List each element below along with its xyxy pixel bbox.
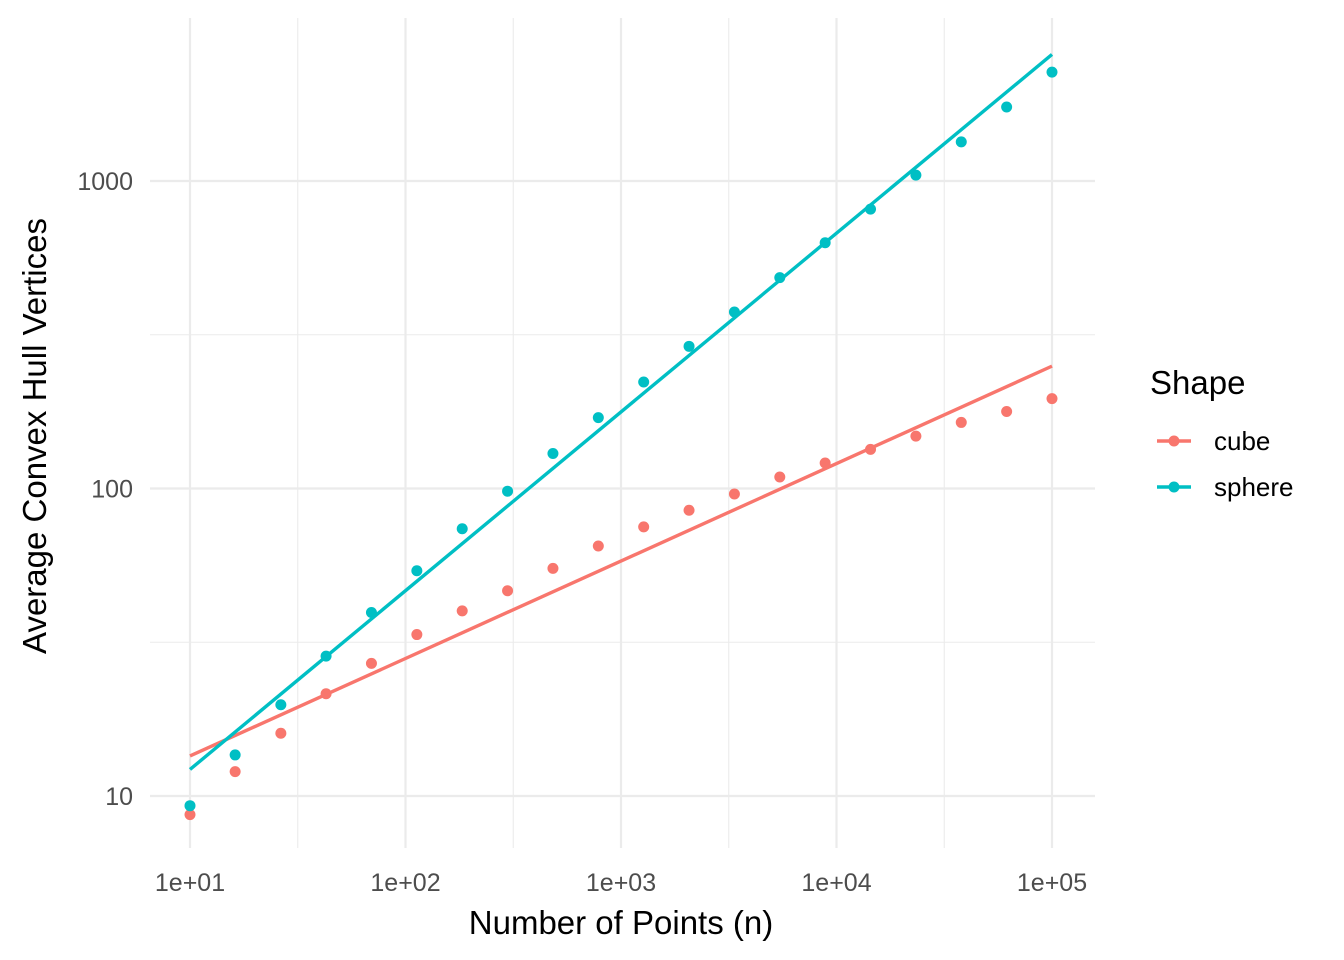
point-sphere [638,376,650,388]
point-cube [592,540,604,552]
y-tick-label: 100 [91,476,133,504]
point-sphere [547,447,559,459]
point-sphere [955,136,967,148]
legend: Shape cube sphere [1150,364,1294,502]
point-cube [320,688,332,700]
point-cube [819,457,831,469]
legend-key-point-sphere [1168,481,1180,493]
point-cube [547,562,559,574]
legend-key-point-cube [1168,435,1180,447]
fit-line-cube [189,364,1053,758]
point-sphere [411,565,423,577]
point-sphere [320,650,332,662]
x-tick-label: 1e+04 [801,869,871,897]
y-axis-ticks: 10 100 1000 [77,168,133,811]
point-cube [1046,393,1058,405]
x-axis-ticks: 1e+01 1e+02 1e+03 1e+04 1e+05 [155,869,1087,897]
point-cube [229,766,241,778]
point-cube [184,809,196,821]
fit-line-sphere [188,53,1054,771]
point-sphere [728,306,740,318]
data-points [184,66,1058,821]
x-tick-label: 1e+05 [1017,869,1087,897]
point-sphere [456,523,468,535]
point-sphere [819,237,831,249]
legend-title: Shape [1150,364,1245,401]
point-cube [638,521,650,533]
grid-lines [150,18,1095,848]
point-sphere [1046,66,1058,78]
point-cube [728,488,740,500]
x-tick-label: 1e+03 [586,869,656,897]
point-cube [456,605,468,617]
fit-lines [188,53,1054,771]
y-tick-label: 10 [105,783,133,811]
y-axis-title: Average Convex Hull Vertices [16,218,53,654]
point-sphere [910,169,922,181]
point-cube [955,416,967,428]
point-sphere [683,340,695,352]
point-cube [411,629,423,641]
point-cube [774,471,786,483]
point-sphere [1001,101,1013,113]
point-sphere [502,485,514,497]
point-cube [275,727,287,739]
legend-label-cube: cube [1214,426,1270,456]
point-cube [683,504,695,516]
point-cube [502,585,514,597]
x-axis-title: Number of Points (n) [469,904,773,941]
y-tick-label: 1000 [77,168,133,196]
point-cube [1001,405,1013,417]
point-sphere [592,412,604,424]
x-tick-label: 1e+02 [370,869,440,897]
x-tick-label: 1e+01 [155,869,225,897]
point-sphere [184,800,196,812]
point-sphere [865,203,877,215]
legend-label-sphere: sphere [1214,472,1294,502]
point-cube [365,657,377,669]
point-sphere [275,699,287,711]
point-sphere [229,749,241,761]
point-cube [865,443,877,455]
point-cube [910,430,922,442]
point-sphere [365,607,377,619]
point-sphere [774,272,786,284]
